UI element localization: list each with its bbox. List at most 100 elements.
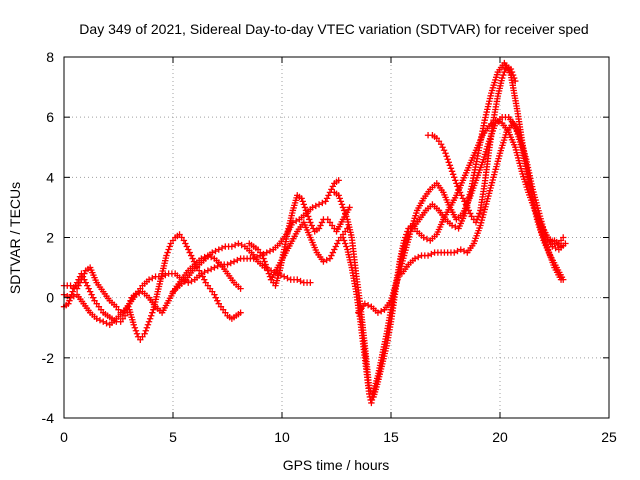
data-point: [266, 247, 274, 255]
data-point: [79, 273, 87, 280]
data-point: [260, 255, 267, 262]
data-series: [169, 240, 314, 295]
data-point: [439, 144, 446, 151]
data-point: [81, 276, 88, 283]
data-point: [234, 256, 241, 264]
data-point: [323, 256, 330, 264]
data-series: [424, 62, 519, 226]
data-point: [448, 222, 456, 229]
data-point: [510, 74, 518, 82]
data-point: [315, 201, 323, 208]
data-point: [238, 241, 245, 249]
data-point: [186, 249, 193, 256]
data-series: [60, 231, 244, 343]
data-point: [307, 279, 314, 286]
data-point: [476, 210, 483, 217]
data-point: [294, 276, 301, 283]
data-point: [235, 240, 242, 247]
data-point: [82, 279, 89, 286]
data-point: [299, 198, 306, 205]
data-point: [318, 219, 326, 226]
data-point: [415, 253, 422, 261]
data-point: [211, 264, 218, 271]
data-point: [215, 246, 222, 253]
data-point: [509, 71, 517, 79]
data-point: [89, 294, 97, 301]
data-point: [464, 204, 471, 211]
data-point: [207, 265, 215, 273]
data-series: [339, 59, 567, 407]
data-point: [328, 186, 335, 193]
data-point: [100, 318, 107, 325]
data-point: [340, 207, 348, 214]
data-point: [214, 262, 221, 270]
data-point: [86, 288, 94, 295]
data-point: [69, 288, 76, 295]
data-point: [308, 222, 315, 229]
data-point: [322, 198, 329, 205]
data-point: [501, 68, 508, 76]
y-tick-label: 4: [46, 169, 54, 185]
data-point: [201, 268, 208, 276]
data-point: [280, 273, 288, 280]
data-point: [315, 225, 323, 232]
data-point: [142, 327, 149, 334]
data-point: [88, 291, 95, 298]
data-point: [228, 243, 236, 250]
data-point: [211, 291, 218, 298]
data-point: [310, 225, 317, 232]
x-tick-label: 15: [383, 429, 399, 445]
data-point: [462, 201, 470, 208]
data-point: [424, 252, 432, 259]
data-point: [180, 237, 188, 244]
data-point: [475, 213, 482, 220]
data-point: [263, 249, 270, 256]
data-point: [65, 300, 72, 307]
data-point: [265, 270, 273, 277]
data-point: [292, 217, 300, 225]
data-point: [75, 276, 82, 283]
data-point: [188, 277, 195, 285]
data-point: [183, 243, 191, 250]
data-point: [214, 297, 221, 304]
data-point: [85, 285, 92, 292]
data-point: [457, 246, 464, 253]
data-point: [72, 282, 79, 289]
data-point: [309, 204, 316, 211]
data-point: [189, 255, 196, 262]
data-point: [325, 192, 332, 199]
data-point: [166, 243, 173, 250]
x-tick-label: 20: [492, 429, 508, 445]
data-point: [377, 308, 385, 315]
data-point: [84, 282, 91, 289]
data-point: [437, 141, 445, 148]
data-series: [267, 219, 351, 283]
data-point: [209, 249, 216, 256]
data-point: [297, 277, 304, 285]
data-series: [546, 234, 567, 247]
data-point: [96, 317, 104, 324]
data-point: [199, 273, 206, 280]
data-point: [103, 320, 110, 327]
data-point: [339, 204, 347, 211]
data-point: [335, 192, 342, 199]
data-point: [230, 258, 238, 265]
data-point: [264, 267, 272, 274]
data-point: [187, 252, 195, 259]
data-point: [306, 216, 313, 223]
data-point: [461, 198, 468, 205]
data-point: [64, 292, 71, 300]
data-point: [146, 315, 154, 322]
data-point: [185, 246, 192, 253]
data-point: [552, 244, 559, 252]
data-point: [237, 285, 244, 292]
x-axis-label: GPS time / hours: [283, 457, 390, 473]
data-point: [78, 270, 85, 277]
data-point: [449, 171, 457, 178]
data-point: [507, 65, 515, 73]
data-point: [73, 279, 81, 286]
data-point: [459, 195, 467, 202]
data-point: [204, 267, 212, 274]
data-point: [323, 195, 331, 202]
